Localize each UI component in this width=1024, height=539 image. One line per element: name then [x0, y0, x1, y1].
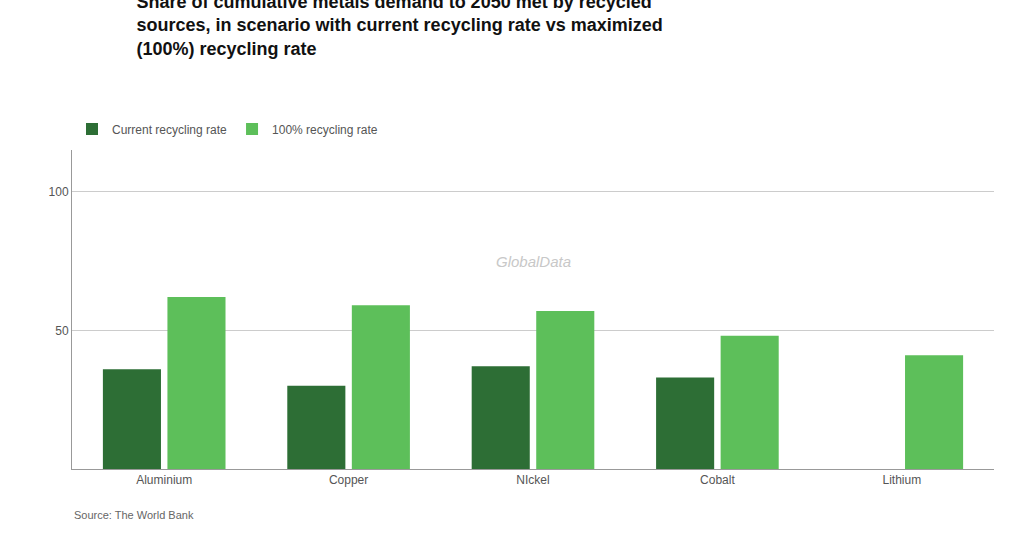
svg-text:Aluminium: Aluminium: [136, 473, 192, 487]
svg-text:50: 50: [55, 324, 69, 338]
svg-text:Cobalt: Cobalt: [700, 473, 735, 487]
svg-text:GlobalData: GlobalData: [496, 253, 571, 270]
svg-text:Copper: Copper: [329, 473, 368, 487]
svg-text:100% recycling rate: 100% recycling rate: [272, 123, 378, 137]
svg-text:NIckel: NIckel: [516, 473, 549, 487]
svg-text:100: 100: [49, 185, 69, 199]
svg-text:Lithium: Lithium: [882, 473, 921, 487]
svg-text:Current recycling rate: Current recycling rate: [112, 123, 227, 137]
svg-text:Source: The World Bank: Source: The World Bank: [74, 509, 194, 521]
svg-text:Share of cumulative metals dem: Share of cumulative metals demand to 205…: [137, 0, 663, 59]
